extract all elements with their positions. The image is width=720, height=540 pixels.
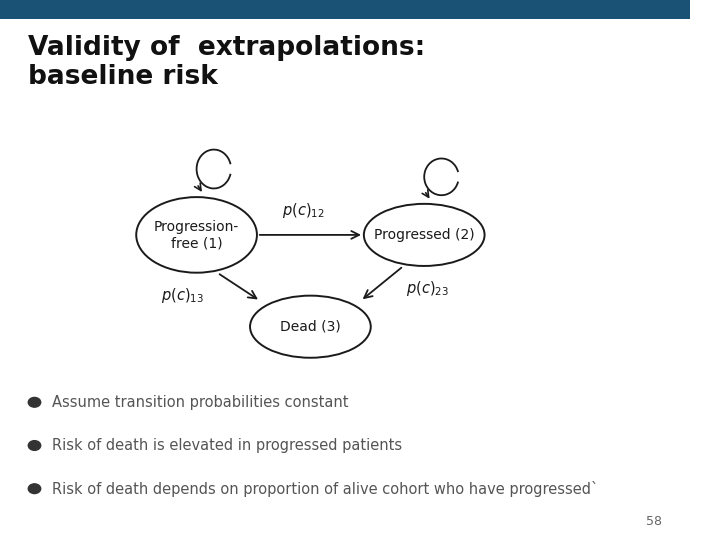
Text: Validity of  extrapolations:
baseline risk: Validity of extrapolations: baseline ris… — [27, 35, 425, 90]
Circle shape — [28, 484, 41, 494]
Text: Risk of death depends on proportion of alive cohort who have progressed`: Risk of death depends on proportion of a… — [52, 481, 598, 497]
Text: $p(c)_{12}$: $p(c)_{12}$ — [282, 201, 325, 220]
Text: Assume transition probabilities constant: Assume transition probabilities constant — [52, 395, 348, 410]
Text: Progression-
free (1): Progression- free (1) — [154, 220, 239, 250]
Bar — [0, 0, 690, 19]
Text: 58: 58 — [646, 515, 662, 528]
Ellipse shape — [364, 204, 485, 266]
Text: Dead (3): Dead (3) — [280, 320, 341, 334]
Ellipse shape — [136, 197, 257, 273]
Text: $p(c)_{13}$: $p(c)_{13}$ — [161, 286, 204, 305]
Text: Risk of death is elevated in progressed patients: Risk of death is elevated in progressed … — [52, 438, 402, 453]
Ellipse shape — [250, 295, 371, 357]
Text: Progressed (2): Progressed (2) — [374, 228, 474, 242]
Circle shape — [28, 441, 41, 450]
Circle shape — [28, 397, 41, 407]
Text: $p(c)_{23}$: $p(c)_{23}$ — [406, 280, 449, 299]
